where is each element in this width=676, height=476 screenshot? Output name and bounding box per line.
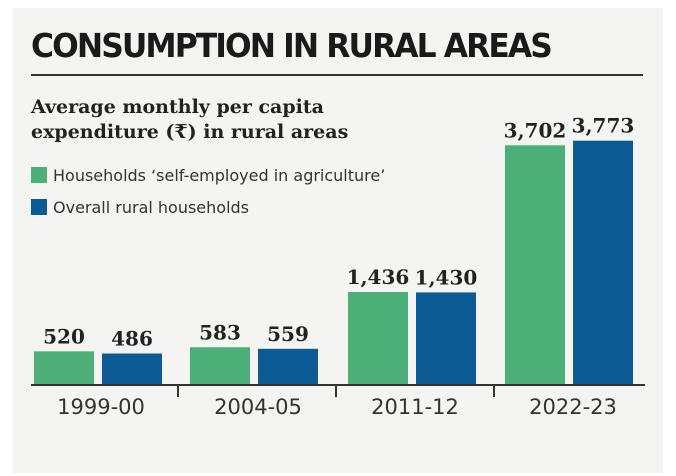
bar-overall-2022-23 [573, 140, 633, 385]
x-tick-label: 2022-23 [529, 395, 617, 419]
bar-value-label: 583 [199, 320, 241, 344]
bar-value-label: 486 [111, 327, 153, 351]
legend-label-agriculture: Households ‘self-employed in agriculture… [53, 165, 386, 185]
legend-item-agriculture: Households ‘self-employed in agriculture… [31, 164, 385, 186]
chart-panel: CONSUMPTION IN RURAL AREAS Average month… [13, 8, 663, 473]
bar-agriculture-2004-05 [190, 347, 250, 385]
x-tick-label: 1999-00 [57, 395, 145, 419]
bar-value-label: 3,702 [504, 118, 567, 142]
bar-value-label: 1,436 [347, 265, 410, 289]
bar-value-label: 520 [43, 324, 85, 348]
bar-agriculture-2022-23 [505, 145, 565, 385]
bar-overall-1999-00 [102, 353, 162, 385]
bar-chart: 520 486 1999-00 583 559 2004-05 1,436 1,430 2011… [31, 114, 645, 419]
legend-label-overall: Overall rural households [53, 197, 250, 217]
bar-agriculture-1999-00 [34, 351, 94, 385]
bar-overall-2011-12 [416, 292, 476, 385]
legend-swatch-overall [31, 199, 47, 215]
bar-agriculture-2011-12 [348, 292, 408, 385]
legend-swatch-agriculture [31, 167, 47, 183]
bar-overall-2004-05 [258, 348, 318, 385]
bar-value-label: 559 [267, 322, 309, 346]
bar-value-label: 1,430 [415, 265, 478, 289]
x-tick-label: 2011-12 [371, 395, 459, 419]
legend-item-overall: Overall rural households [31, 196, 249, 218]
chart-title: CONSUMPTION IN RURAL AREAS [31, 26, 553, 65]
x-tick-label: 2004-05 [214, 395, 302, 419]
chart-subtitle: Average monthly per capita expenditure (… [31, 96, 349, 143]
title-divider [31, 74, 643, 76]
bar-value-label: 3,773 [572, 114, 635, 138]
